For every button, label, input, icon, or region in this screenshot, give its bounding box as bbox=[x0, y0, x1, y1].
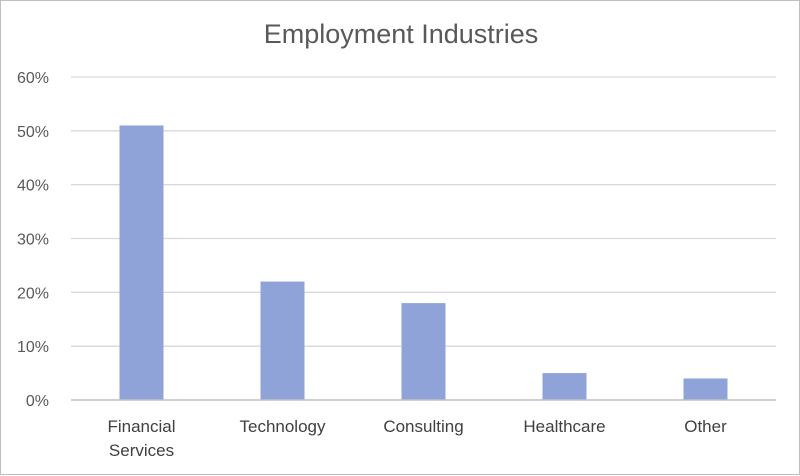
bar bbox=[542, 373, 587, 400]
y-tick-label: 0% bbox=[26, 393, 49, 410]
y-tick-label: 60% bbox=[17, 70, 49, 87]
y-tick-label: 10% bbox=[17, 339, 49, 356]
x-tick-label: Financial Services bbox=[107, 417, 175, 460]
bar bbox=[260, 281, 305, 400]
bar bbox=[401, 303, 446, 400]
chart-title: Employment Industries bbox=[264, 19, 539, 49]
x-axis-labels: Financial Services Technology Consulting Hea… bbox=[107, 417, 727, 460]
y-axis-ticks: 0% 10% 20% 30% 40% 50% 60% bbox=[17, 70, 49, 410]
x-tick-label: Other bbox=[684, 417, 727, 436]
x-tick-label: Consulting bbox=[383, 417, 463, 436]
y-tick-label: 40% bbox=[17, 178, 49, 195]
bar bbox=[119, 125, 164, 400]
x-tick-label: Technology bbox=[239, 417, 326, 436]
y-tick-label: 50% bbox=[17, 124, 49, 141]
y-tick-label: 20% bbox=[17, 285, 49, 302]
bar bbox=[683, 378, 728, 400]
x-tick-label: Healthcare bbox=[523, 417, 605, 436]
y-tick-label: 30% bbox=[17, 232, 49, 249]
gridlines bbox=[71, 76, 776, 347]
bars bbox=[119, 125, 728, 400]
